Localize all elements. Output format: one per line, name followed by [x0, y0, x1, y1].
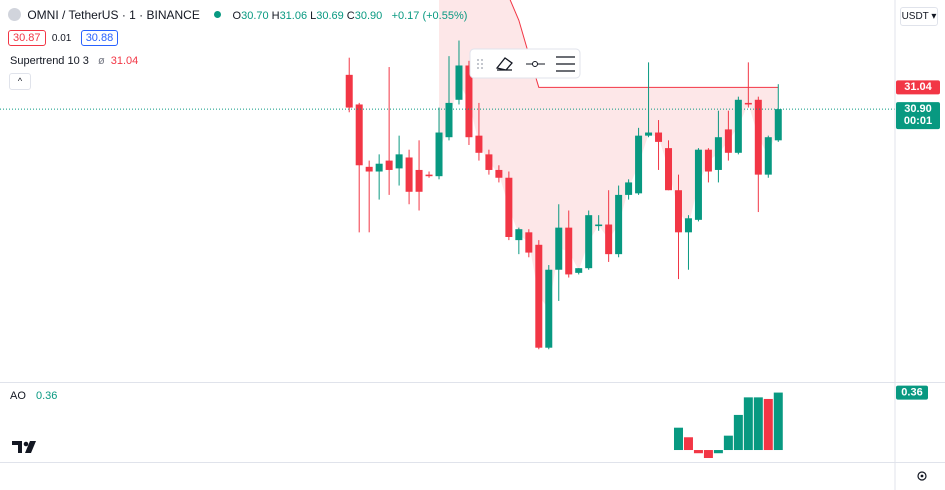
ao-bar	[723, 435, 733, 451]
candle-body	[615, 194, 623, 255]
candle-body	[445, 102, 453, 138]
trade-buttons: 30.87 0.01 30.88	[8, 30, 121, 46]
candle-body	[365, 166, 373, 172]
supertrend-line	[509, 0, 779, 88]
ao-legend: AO 0.36	[10, 390, 60, 402]
ohlc-value: 31.06	[279, 10, 308, 22]
market-status	[214, 11, 222, 18]
candle-body	[475, 135, 483, 153]
candle-body	[655, 132, 663, 142]
change: +0.17 (+0.55%)	[391, 10, 468, 22]
sell-button[interactable]: 30.87	[8, 30, 46, 46]
candle-body	[625, 182, 633, 195]
ohlc-value: 30.70	[241, 10, 269, 22]
candle-body	[345, 74, 353, 108]
supertrend-axis-text: 31.04	[904, 81, 932, 93]
symbol-name: OMNI / TetherUS · 1 · BINANCE	[27, 8, 200, 22]
candle-body	[635, 135, 643, 194]
candle-body	[744, 102, 752, 105]
candle-body	[425, 174, 433, 177]
indicator-value: 31.04	[110, 55, 139, 67]
candle-body	[505, 177, 513, 237]
candle-body	[575, 268, 583, 273]
ohlc-label: H	[271, 10, 280, 22]
candle-body	[764, 137, 772, 175]
candle-body	[465, 65, 473, 138]
ao-bar	[703, 450, 713, 459]
logo	[12, 441, 36, 453]
ohlc-value: 30.69	[316, 10, 344, 22]
candle-body	[545, 269, 553, 348]
candle-body	[435, 132, 443, 177]
candle-body	[665, 148, 673, 191]
ao-bar	[733, 414, 743, 451]
candle-body	[714, 137, 722, 170]
visibility-icon: ø	[97, 55, 105, 67]
settings-button[interactable]	[556, 56, 575, 72]
candle-body	[595, 224, 603, 227]
collapse-button[interactable]: ^	[9, 73, 31, 90]
candle-body	[565, 227, 573, 275]
supertrend-axis-label	[896, 80, 940, 95]
ao-value: 0.36	[35, 390, 58, 402]
ao-bar	[773, 392, 783, 451]
candle-body	[395, 154, 403, 169]
ao-bar	[683, 437, 693, 451]
ao-bar	[693, 450, 703, 454]
ao-bar	[743, 397, 753, 451]
candle-body	[674, 190, 682, 233]
countdown: 00:01	[904, 115, 932, 127]
indicator-legend: Supertrend 10 3 ø 31.04	[10, 55, 141, 67]
candle-body	[485, 154, 493, 170]
eraser-button[interactable]	[495, 57, 513, 71]
ao-axis-text: 0.36	[901, 386, 922, 398]
candle-body	[694, 149, 702, 220]
ohlc-label: O	[232, 10, 242, 22]
candle-body	[704, 149, 712, 172]
candle-body	[525, 232, 533, 253]
ao-bar	[763, 398, 773, 451]
candle-body	[495, 169, 503, 178]
candle-body	[585, 215, 593, 269]
symbol-icon	[8, 8, 21, 21]
candle-body	[515, 229, 523, 241]
last-price-label	[896, 102, 940, 130]
ao-bar	[753, 397, 763, 451]
line-style-button[interactable]	[526, 61, 545, 67]
indicator-name: Supertrend 10 3	[10, 55, 89, 67]
candle-body	[605, 224, 613, 255]
ao-axis-label	[896, 385, 928, 400]
drawing-toolbar	[469, 48, 581, 79]
candle-body	[405, 157, 413, 192]
ao-bar	[713, 450, 723, 454]
currency-button[interactable]: USDT ▾	[900, 7, 938, 26]
candle-body	[385, 160, 393, 170]
currency: USDT	[901, 11, 929, 22]
candle-body	[645, 132, 653, 136]
ohlc-label: L	[310, 10, 317, 22]
symbol-header: OMNI / TetherUS · 1 · BINANCE O30.70 H31.…	[8, 8, 470, 22]
candle-body	[415, 169, 423, 192]
candle-body	[774, 109, 782, 141]
candle-body	[684, 218, 692, 233]
ao-name: AO	[10, 390, 26, 402]
candle-body	[355, 104, 363, 166]
candle-body	[375, 163, 383, 172]
ao-bar	[673, 427, 683, 451]
candle-body	[535, 244, 543, 348]
buy-button[interactable]: 30.88	[80, 30, 119, 46]
settings-gear[interactable]	[917, 471, 927, 481]
ohlc-label: C	[346, 10, 355, 22]
candle-body	[734, 99, 742, 153]
candle-body	[455, 65, 463, 100]
candle-body	[555, 227, 563, 270]
spread: 0.01	[51, 33, 72, 44]
candle-body	[754, 99, 762, 175]
last-price-text: 30.90	[904, 103, 932, 115]
candle-body	[724, 129, 732, 153]
ohlc-value: 30.90	[354, 10, 383, 22]
